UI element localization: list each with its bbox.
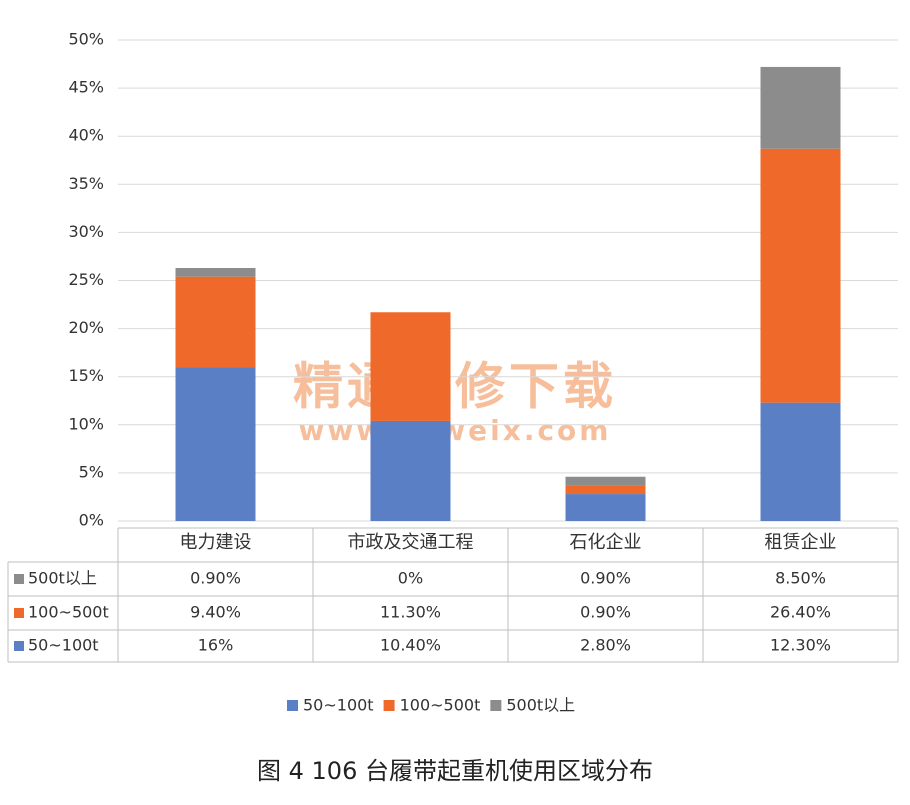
table-value: 26.40% — [770, 603, 831, 622]
bar-segment — [565, 476, 646, 486]
legend-swatch — [287, 700, 298, 711]
legend-swatch — [14, 574, 24, 584]
y-tick-label: 40% — [68, 126, 104, 145]
table-value: 0.90% — [190, 569, 241, 588]
table-value: 8.50% — [775, 569, 826, 588]
legend-swatch — [383, 700, 395, 711]
y-tick-label: 10% — [68, 414, 104, 433]
bar-segment — [760, 402, 841, 521]
y-tick-label: 25% — [68, 270, 104, 289]
watermark-url: www.gzweix.com — [299, 414, 612, 447]
table-value: 0.90% — [580, 569, 631, 588]
bar-segment — [175, 267, 256, 277]
legend-label: 500t以上 — [506, 696, 575, 715]
legend-swatch — [14, 608, 24, 618]
table-value: 9.40% — [190, 603, 241, 622]
y-tick-label: 35% — [68, 174, 104, 193]
y-tick-label: 15% — [68, 366, 104, 385]
table-value: 0.90% — [580, 603, 631, 622]
bar-segment — [760, 66, 841, 149]
category-label: 市政及交通工程 — [348, 532, 474, 553]
y-tick-label: 50% — [68, 30, 104, 49]
legend-label: 100~500t — [400, 696, 481, 715]
category-label: 租赁企业 — [765, 532, 837, 553]
bar-segment — [175, 276, 256, 368]
row-header: 500t以上 — [28, 569, 97, 588]
bar-segment — [370, 312, 451, 421]
bar-segment — [370, 420, 451, 521]
table-value: 0% — [398, 569, 423, 588]
category-label: 石化企业 — [570, 532, 642, 553]
table-value: 12.30% — [770, 636, 831, 655]
y-tick-label: 5% — [79, 462, 104, 481]
legend-swatch — [14, 641, 24, 651]
bar-segment — [760, 148, 841, 403]
y-tick-label: 45% — [68, 78, 104, 97]
table-value: 10.40% — [380, 636, 441, 655]
table-value: 16% — [198, 636, 234, 655]
row-header: 50~100t — [28, 636, 99, 655]
legend-swatch — [490, 700, 502, 711]
chart-title: 图 4 106 台履带起重机使用区域分布 — [257, 757, 653, 785]
bar-segment — [565, 494, 646, 521]
y-tick-label: 20% — [68, 318, 104, 337]
y-tick-label: 30% — [68, 222, 104, 241]
category-label: 电力建设 — [180, 532, 252, 553]
bar-segment — [175, 367, 256, 521]
row-header: 100~500t — [28, 603, 109, 622]
y-tick-label: 0% — [79, 511, 104, 530]
bar-segment — [565, 485, 646, 495]
table-value: 11.30% — [380, 603, 441, 622]
table-value: 2.80% — [580, 636, 631, 655]
legend-label: 50~100t — [303, 696, 374, 715]
watermark: 精通维修下载 — [293, 358, 617, 416]
